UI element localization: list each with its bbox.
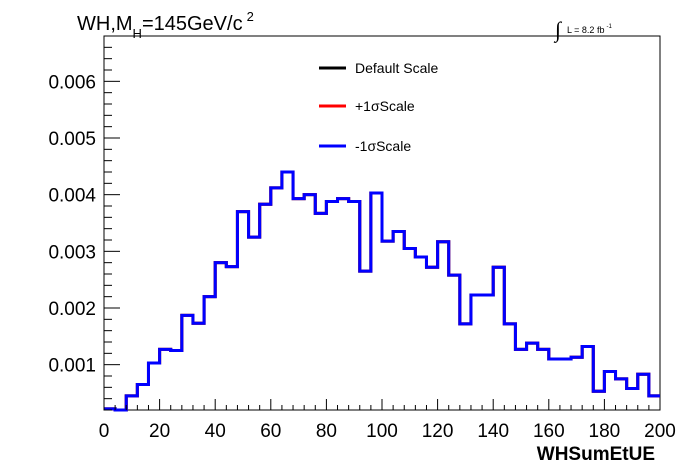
y-tick-label: 0.002 xyxy=(48,299,96,320)
x-axis: 0 20 40 60 80 100 120 140 160 180 200 xyxy=(99,399,676,442)
x-tick-label: 20 xyxy=(149,421,170,442)
legend-label-default: Default Scale xyxy=(355,60,438,76)
x-tick-label: 60 xyxy=(260,421,281,442)
x-tick-label: 40 xyxy=(205,421,226,442)
luminosity-label: L = 8.2 fb -1 xyxy=(567,24,612,35)
legend-label-minus1sigma: -1σScale xyxy=(355,138,411,154)
x-tick-label: 120 xyxy=(422,421,454,442)
x-tick-label: 140 xyxy=(477,421,509,442)
y-axis: 0.001 0.002 0.003 0.004 0.005 0.006 xyxy=(48,35,120,411)
y-tick-label: 0.001 xyxy=(48,356,96,377)
y-tick-label: 0.006 xyxy=(48,72,96,93)
x-axis-label: WHSumEtUE xyxy=(537,444,655,465)
y-tick-label: 0.003 xyxy=(48,242,96,263)
chart-title: WH,MH=145GeV/c 2 xyxy=(77,9,254,41)
x-tick-label: 160 xyxy=(533,421,565,442)
y-tick-label: 0.005 xyxy=(48,129,96,150)
x-tick-label: 0 xyxy=(99,421,110,442)
x-tick-label: 80 xyxy=(316,421,337,442)
legend: Default Scale +1σScale -1σScale xyxy=(319,60,438,154)
series--1-scale xyxy=(104,170,660,412)
y-tick-label: 0.004 xyxy=(48,186,96,207)
x-tick-label: 200 xyxy=(644,421,676,442)
integral-symbol: ∫ xyxy=(553,17,563,43)
legend-label-plus1sigma: +1σScale xyxy=(355,98,415,114)
series-layer xyxy=(104,170,660,412)
x-tick-label: 100 xyxy=(366,421,398,442)
x-tick-label: 180 xyxy=(589,421,621,442)
